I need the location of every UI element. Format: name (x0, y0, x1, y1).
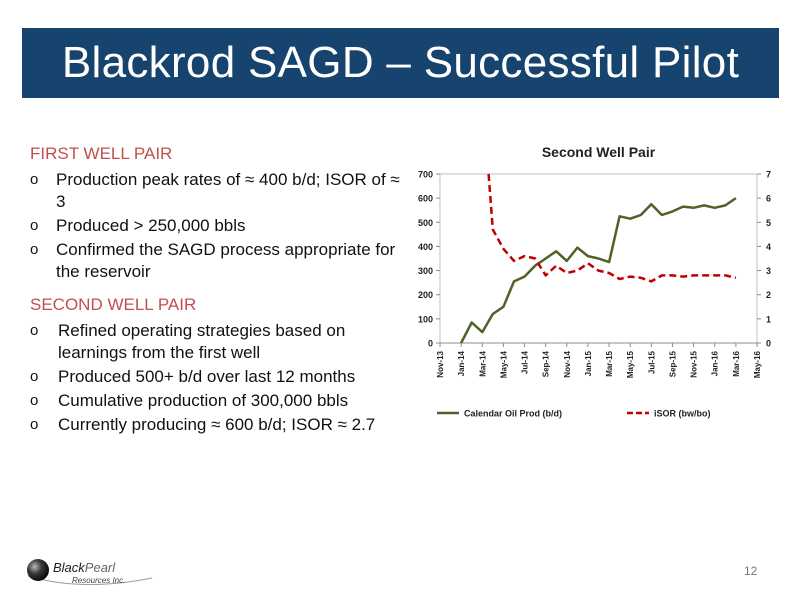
bullet-icon: o (30, 368, 39, 385)
list-item: o Confirmed the SAGD process appropriate … (30, 239, 410, 283)
y2-tick-label: 2 (766, 290, 771, 300)
y-tick-label: 100 (418, 314, 433, 324)
y2-tick-label: 1 (766, 314, 771, 324)
series-line-isor (487, 173, 737, 283)
x-tick-label: May-16 (753, 350, 762, 378)
list-item: o Produced 500+ b/d over last 12 months (30, 366, 410, 388)
first-well-pair-heading: FIRST WELL PAIR (30, 144, 173, 163)
title-bar: Blackrod SAGD – Successful Pilot (22, 28, 779, 98)
x-tick-label: Sep-15 (668, 350, 677, 377)
list-item: o Refined operating strategies based on l… (30, 320, 410, 364)
y-tick-label: 600 (418, 194, 433, 204)
list-item: o Production peak rates of ≈ 400 b/d; ISO… (30, 169, 410, 213)
x-tick-label: May-15 (626, 350, 635, 378)
second-well-pair-chart: Second Well Pair 0 100 200 300 400 500 600 700 0 1… (380, 140, 780, 430)
x-tick-label: Mar-16 (732, 350, 741, 376)
bullet-icon: o (30, 171, 39, 188)
list-item-text: Produced > 250,000 bbls (56, 216, 246, 235)
legend-label: Calendar Oil Prod (b/d) (464, 409, 562, 419)
y2-tick-label: 4 (766, 242, 771, 252)
bullet-icon: o (30, 392, 39, 409)
second-well-pair-heading: SECOND WELL PAIR (30, 295, 197, 314)
logo-name: BlackPearl (53, 560, 116, 575)
list-item: o Produced > 250,000 bbls (30, 215, 410, 237)
pearl-icon (27, 559, 49, 581)
x-tick-label: Nov-15 (690, 350, 699, 377)
list-item: o Cumulative production of 300,000 bbls (30, 390, 410, 412)
y-tick-label: 0 (428, 339, 433, 349)
y2-tick-label: 5 (766, 218, 771, 228)
list-item-text: Cumulative production of 300,000 bbls (58, 391, 349, 410)
logo-svg: BlackPearl Resources Inc. (27, 559, 153, 585)
chart-title: Second Well Pair (542, 144, 656, 160)
y2-tick-label: 7 (766, 170, 771, 180)
blackpearl-logo: BlackPearl Resources Inc. (22, 550, 172, 590)
bullet-icon: o (30, 217, 39, 234)
legend-label: iSOR (bw/bo) (654, 409, 711, 419)
bullet-icon: o (30, 322, 39, 339)
second-well-pair-list: o Refined operating strategies based on l… (30, 320, 410, 436)
bullet-icon: o (30, 416, 39, 433)
x-tick-label: Nov-13 (436, 350, 445, 377)
first-well-pair-list: o Production peak rates of ≈ 400 b/d; ISO… (30, 169, 410, 283)
x-tick-label: Sep-14 (542, 350, 551, 377)
y-tick-label: 400 (418, 242, 433, 252)
list-item-text: Production peak rates of ≈ 400 b/d; ISOR… (56, 170, 400, 211)
bullet-icon: o (30, 241, 39, 258)
list-item-text: Currently producing ≈ 600 b/d; ISOR ≈ 2.… (58, 415, 376, 434)
x-tick-label: Jan-14 (457, 350, 466, 376)
y-tick-label: 700 (418, 170, 433, 180)
x-tick-label: Jan-16 (711, 350, 720, 376)
x-tick-label: Mar-15 (605, 350, 614, 376)
logo-subtitle: Resources Inc. (72, 576, 125, 585)
list-item-text: Produced 500+ b/d over last 12 months (58, 367, 356, 386)
x-tick-label: Nov-14 (563, 350, 572, 377)
logo-name-part1: Black (53, 560, 86, 575)
x-tick-label: Jul-14 (521, 350, 530, 374)
y-tick-label: 300 (418, 266, 433, 276)
list-item-text: Confirmed the SAGD process appropriate f… (56, 240, 396, 281)
y2-tick-label: 6 (766, 194, 771, 204)
y-tick-label: 500 (418, 218, 433, 228)
page-number: 12 (744, 564, 758, 578)
x-tick-label: Mar-14 (478, 350, 487, 376)
chart-svg: Second Well Pair 0 100 200 300 400 500 600 700 0 1… (418, 144, 771, 419)
x-tick-label: Jul-15 (647, 350, 656, 374)
slide-title: Blackrod SAGD – Successful Pilot (61, 38, 740, 87)
list-item: o Currently producing ≈ 600 b/d; ISOR ≈ 2… (30, 414, 410, 436)
y2-tick-label: 0 (766, 339, 771, 349)
x-tick-label: May-14 (499, 350, 508, 378)
bullet-content: FIRST WELL PAIR o Production peak rates o… (30, 144, 410, 438)
y-tick-label: 200 (418, 290, 433, 300)
y2-tick-label: 3 (766, 266, 771, 276)
series-line-oil-prod (459, 197, 737, 344)
list-item-text: Refined operating strategies based on le… (58, 321, 346, 362)
x-tick-label: Jan-15 (584, 350, 593, 376)
logo-name-part2: Pearl (85, 560, 116, 575)
